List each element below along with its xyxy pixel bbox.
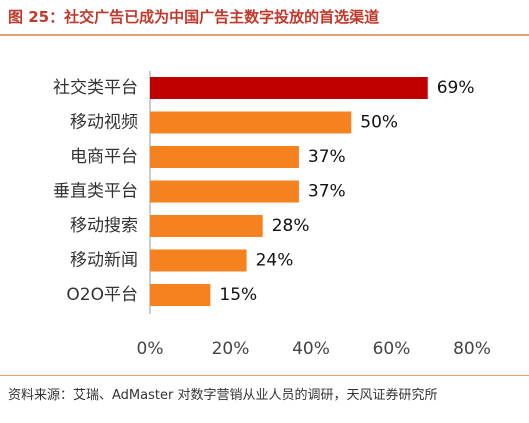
category-label: O2O平台 xyxy=(66,285,138,305)
title-divider xyxy=(0,34,529,36)
figure-title: 图 25：社交广告已成为中国广告主数字投放的首选渠道 xyxy=(8,8,380,26)
value-label: 37% xyxy=(308,182,346,202)
bar-chart: 社交类平台 69% 移动视频 50% 电商平台 37% 垂直类平台 37% 移动搜索 28% 移动新… xyxy=(53,71,491,359)
value-label: 69% xyxy=(437,78,475,98)
footer-divider xyxy=(0,375,529,376)
value-label: 50% xyxy=(360,113,398,133)
bar xyxy=(150,215,263,237)
value-label: 24% xyxy=(256,251,294,271)
bar xyxy=(150,146,299,168)
category-label: 移动新闻 xyxy=(70,251,138,271)
value-label: 28% xyxy=(272,216,310,236)
x-tick-label: 80% xyxy=(453,339,491,359)
bar xyxy=(150,77,428,99)
category-label: 社交类平台 xyxy=(53,78,138,98)
bar xyxy=(150,111,352,134)
category-label: 移动搜索 xyxy=(70,216,138,236)
category-label: 移动视频 xyxy=(70,113,138,133)
source-note: 资料来源：艾瑞、AdMaster 对数字营销从业人员的调研，天风证券研究所 xyxy=(8,388,438,403)
category-label: 电商平台 xyxy=(70,147,138,167)
value-label: 37% xyxy=(308,147,346,167)
bar xyxy=(150,249,247,272)
bar xyxy=(150,284,211,306)
value-label: 15% xyxy=(219,285,257,305)
x-tick-label: 60% xyxy=(373,339,411,359)
x-tick-label: 40% xyxy=(292,339,330,359)
category-label: 垂直类平台 xyxy=(53,182,138,202)
bar xyxy=(150,180,299,203)
x-tick-label: 20% xyxy=(212,339,250,359)
x-tick-label: 0% xyxy=(137,339,164,359)
